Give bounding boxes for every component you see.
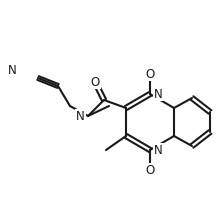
Text: N: N bbox=[154, 143, 163, 156]
Text: O: O bbox=[145, 68, 155, 81]
Text: N: N bbox=[154, 87, 163, 100]
Text: N: N bbox=[8, 63, 17, 76]
Text: O: O bbox=[145, 164, 155, 177]
Text: N: N bbox=[76, 110, 85, 123]
Text: O: O bbox=[90, 75, 100, 88]
